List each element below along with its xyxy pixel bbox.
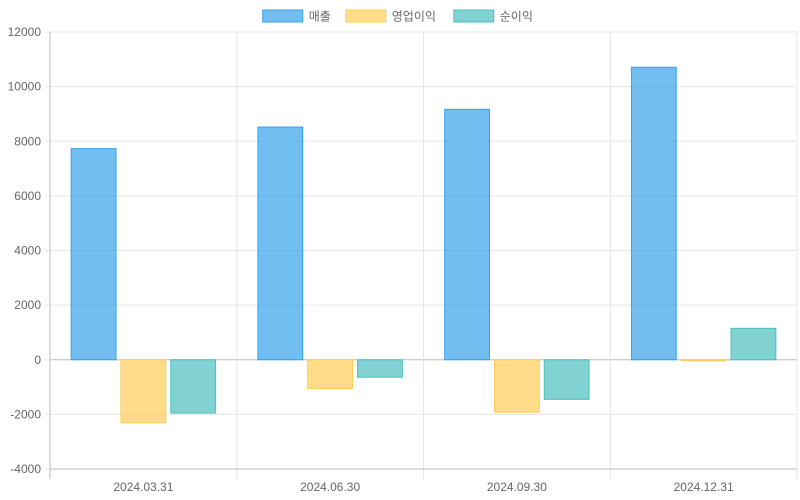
bar-2-3[interactable] [493,359,540,413]
y-tick-label: -2000 [10,407,41,421]
bar-3-2[interactable] [357,359,403,378]
bar-3-4[interactable] [730,327,777,361]
axes: -4000 -2000 0 2000 4000 6000 8000 10000 12000 202… [8,25,797,494]
y-tick-label: 10000 [8,80,42,94]
x-tick-label: 2024.12.31 [674,480,734,494]
y-tick-label: 6000 [14,189,41,203]
y-tick-label: 2000 [14,298,41,312]
y-tick-label: -4000 [10,462,41,476]
legend-label: 영업이익 [392,10,436,24]
bar-3-1[interactable] [170,359,217,414]
x-tick-label: 2024.06.30 [300,480,360,494]
legend-item-1[interactable]: 매출 [262,9,331,24]
bar-1-2[interactable] [257,126,304,361]
y-tick-label: 0 [34,353,41,367]
bars [70,66,777,424]
legend-swatch [345,9,387,23]
x-tick-label: 2024.03.31 [113,480,173,494]
legend[interactable]: 매출 영업이익 순이익 [262,9,533,24]
bar-3-3[interactable] [543,359,590,400]
legend-label: 매출 [309,10,331,24]
x-tick-label: 2024.09.30 [487,480,547,494]
y-tick-label: 12000 [8,25,42,39]
legend-label: 순이익 [500,10,533,24]
bar-2-2[interactable] [307,359,354,389]
bar-2-1[interactable] [120,359,167,424]
legend-swatch [262,9,304,23]
legend-swatch [453,9,495,23]
bar-2-4[interactable] [680,359,727,362]
grid [49,31,798,479]
bar-1-4[interactable] [630,66,677,361]
bar-1-1[interactable] [70,148,117,361]
y-tick-label: 8000 [14,134,41,148]
legend-item-2[interactable]: 영업이익 [345,9,436,24]
legend-item-3[interactable]: 순이익 [453,9,533,24]
y-tick-label: 4000 [14,244,41,258]
bar-1-3[interactable] [444,108,490,361]
